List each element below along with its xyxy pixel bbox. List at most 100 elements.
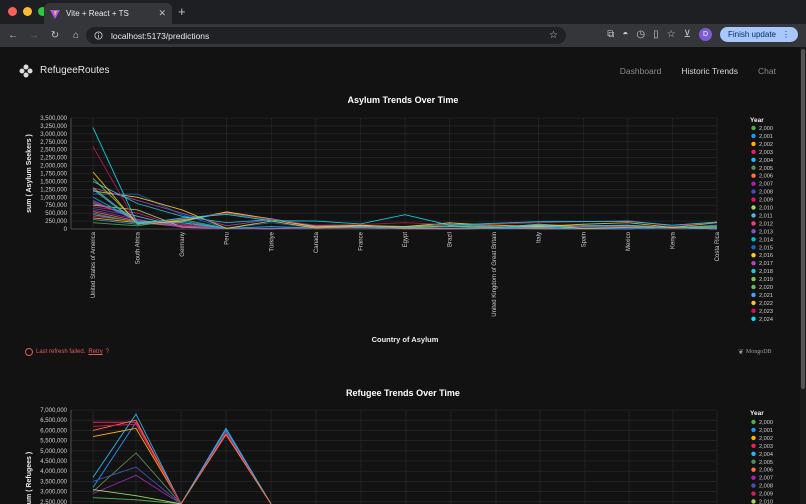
x-tick-label: Brazil xyxy=(448,232,454,247)
legend-item: 2,011 xyxy=(759,213,773,219)
legend-item: 2,004 xyxy=(759,452,773,458)
series-line xyxy=(92,413,272,504)
refugee-chart[interactable]: 2,500,000 3,000,000 3,500,000 4,000,000 4,50… xyxy=(0,400,806,504)
brand-name[interactable]: RefugeeRoutes xyxy=(40,65,110,76)
close-window-button[interactable] xyxy=(8,7,17,16)
legend-swatch xyxy=(751,157,756,162)
finish-update-button[interactable]: Finish update ⋮ xyxy=(719,27,798,42)
warning-icon xyxy=(25,348,33,356)
legend-swatch xyxy=(751,467,756,472)
y-tick-label: 250,000 xyxy=(45,219,67,225)
legend-item: 2,010 xyxy=(759,206,773,212)
legend-swatch xyxy=(751,205,756,210)
y-tick-label: 3,000,000 xyxy=(40,132,67,138)
leaf-icon: ❦ xyxy=(738,348,744,356)
legend-item: 2,014 xyxy=(759,237,773,243)
finish-update-label: Finish update xyxy=(727,30,776,39)
y-tick-label: 1,500,000 xyxy=(40,179,67,185)
nav-chat[interactable]: Chat xyxy=(758,66,776,76)
legend-swatch xyxy=(751,253,756,258)
legend-item: 2,018 xyxy=(759,269,773,275)
new-tab-icon[interactable]: + xyxy=(178,4,186,19)
logo-icon[interactable] xyxy=(19,64,33,78)
series-line xyxy=(92,171,718,228)
zoom-window-button[interactable] xyxy=(38,7,47,16)
legend-swatch xyxy=(751,125,756,131)
legend-swatch xyxy=(751,197,756,202)
legend-swatch xyxy=(751,245,756,250)
legend-swatch xyxy=(751,181,756,186)
y-tick-label: 6,500,000 xyxy=(40,418,67,424)
legend-item: 2,006 xyxy=(759,174,773,180)
legend-item: 2,002 xyxy=(759,142,773,148)
legend-item: 2,006 xyxy=(759,468,773,474)
incognito-icon[interactable]: ◓ xyxy=(622,29,629,40)
retry-link[interactable]: Retry xyxy=(88,349,103,355)
legend-item: 2,003 xyxy=(759,150,773,156)
y-tick-label: 3,250,000 xyxy=(40,124,67,130)
legend-swatch xyxy=(751,229,756,234)
trash-icon[interactable]: ▯ xyxy=(653,29,659,40)
refugee-chart-title: Refugee Trends Over Time xyxy=(346,388,460,398)
y-tick-label: 5,500,000 xyxy=(40,439,67,445)
series-line xyxy=(92,466,182,504)
nav-historic-trends[interactable]: Historic Trends xyxy=(681,66,739,76)
more-menu-icon[interactable]: ⋮ xyxy=(782,30,790,39)
legend-item: 2,016 xyxy=(759,253,773,259)
legend-title: Year xyxy=(750,117,764,124)
y-tick-label: 750,000 xyxy=(45,203,67,209)
y-tick-label: 1,000,000 xyxy=(40,195,67,201)
nav-dashboard[interactable]: Dashboard xyxy=(619,66,662,76)
series-line xyxy=(92,423,182,504)
series-line xyxy=(92,489,182,504)
minimize-window-button[interactable] xyxy=(23,7,32,16)
app-header: RefugeeRoutes Dashboard Historic Trends … xyxy=(0,47,800,93)
profile-avatar[interactable]: D xyxy=(698,28,712,41)
tab-title: Vite + React + TS xyxy=(66,9,129,18)
x-tick-label: United Kingdom of Great Britain xyxy=(492,232,498,317)
legend-item: 2,020 xyxy=(759,285,773,291)
x-tick-label: Peru xyxy=(225,232,231,245)
address-bar[interactable]: localhost:5173/predictions ☆ xyxy=(86,27,566,44)
y-tick-label: 1,750,000 xyxy=(40,172,67,178)
extensions-icon[interactable]: ⧉ xyxy=(607,29,615,40)
browser-tab[interactable]: Vite + React + TS ✕ xyxy=(44,3,172,24)
y-tick-label: 500,000 xyxy=(45,211,67,217)
y-tick-label: 3,500,000 xyxy=(40,479,67,485)
series-line xyxy=(92,419,272,504)
bookmark-star-icon[interactable]: ☆ xyxy=(549,30,558,41)
site-info-icon[interactable] xyxy=(94,31,103,40)
legend-item: 2,010 xyxy=(759,500,773,504)
download-icon[interactable]: ⊻ xyxy=(683,29,691,40)
scroll-thumb[interactable] xyxy=(801,49,805,389)
error-text: Last refresh failed. xyxy=(36,349,86,355)
x-tick-label: Kenya xyxy=(670,231,676,249)
legend-swatch xyxy=(751,165,756,170)
y-tick-label: 4,500,000 xyxy=(40,459,67,465)
legend-swatch xyxy=(751,189,756,194)
asylum-chart[interactable]: 0 250,000 500,000 750,000 1,000,000 1,250,000… xyxy=(0,110,806,360)
y-tick-label: 0 xyxy=(64,227,68,233)
legend-item: 2,013 xyxy=(759,229,773,235)
mongodb-attribution: ❦ MongoDB xyxy=(738,348,772,356)
y-tick-label: 6,000,000 xyxy=(40,428,67,434)
x-tick-label: Canada xyxy=(314,231,320,253)
history-icon[interactable]: ◷ xyxy=(636,29,646,40)
y-tick-label: 7,000,000 xyxy=(40,408,67,414)
home-icon[interactable]: ⌂ xyxy=(72,30,80,41)
page-scrollbar[interactable] xyxy=(800,47,806,504)
bookmarks-icon[interactable]: ☆ xyxy=(666,29,676,40)
legend-swatch xyxy=(751,221,756,226)
y-tick-label: 4,000,000 xyxy=(40,469,67,475)
legend-item: 2,000 xyxy=(759,126,773,132)
back-arrow-icon[interactable]: ← xyxy=(8,30,18,41)
tab-close-icon[interactable]: ✕ xyxy=(158,8,166,18)
series-line xyxy=(92,497,182,504)
forward-arrow-icon[interactable]: → xyxy=(29,30,39,41)
x-tick-label: France xyxy=(358,231,364,250)
legend-item: 2,007 xyxy=(759,476,773,482)
reload-icon[interactable]: ↻ xyxy=(50,30,60,41)
legend-swatch xyxy=(751,316,756,321)
y-tick-label: 2,500,000 xyxy=(40,500,67,504)
x-tick-label: Spain xyxy=(581,232,587,247)
